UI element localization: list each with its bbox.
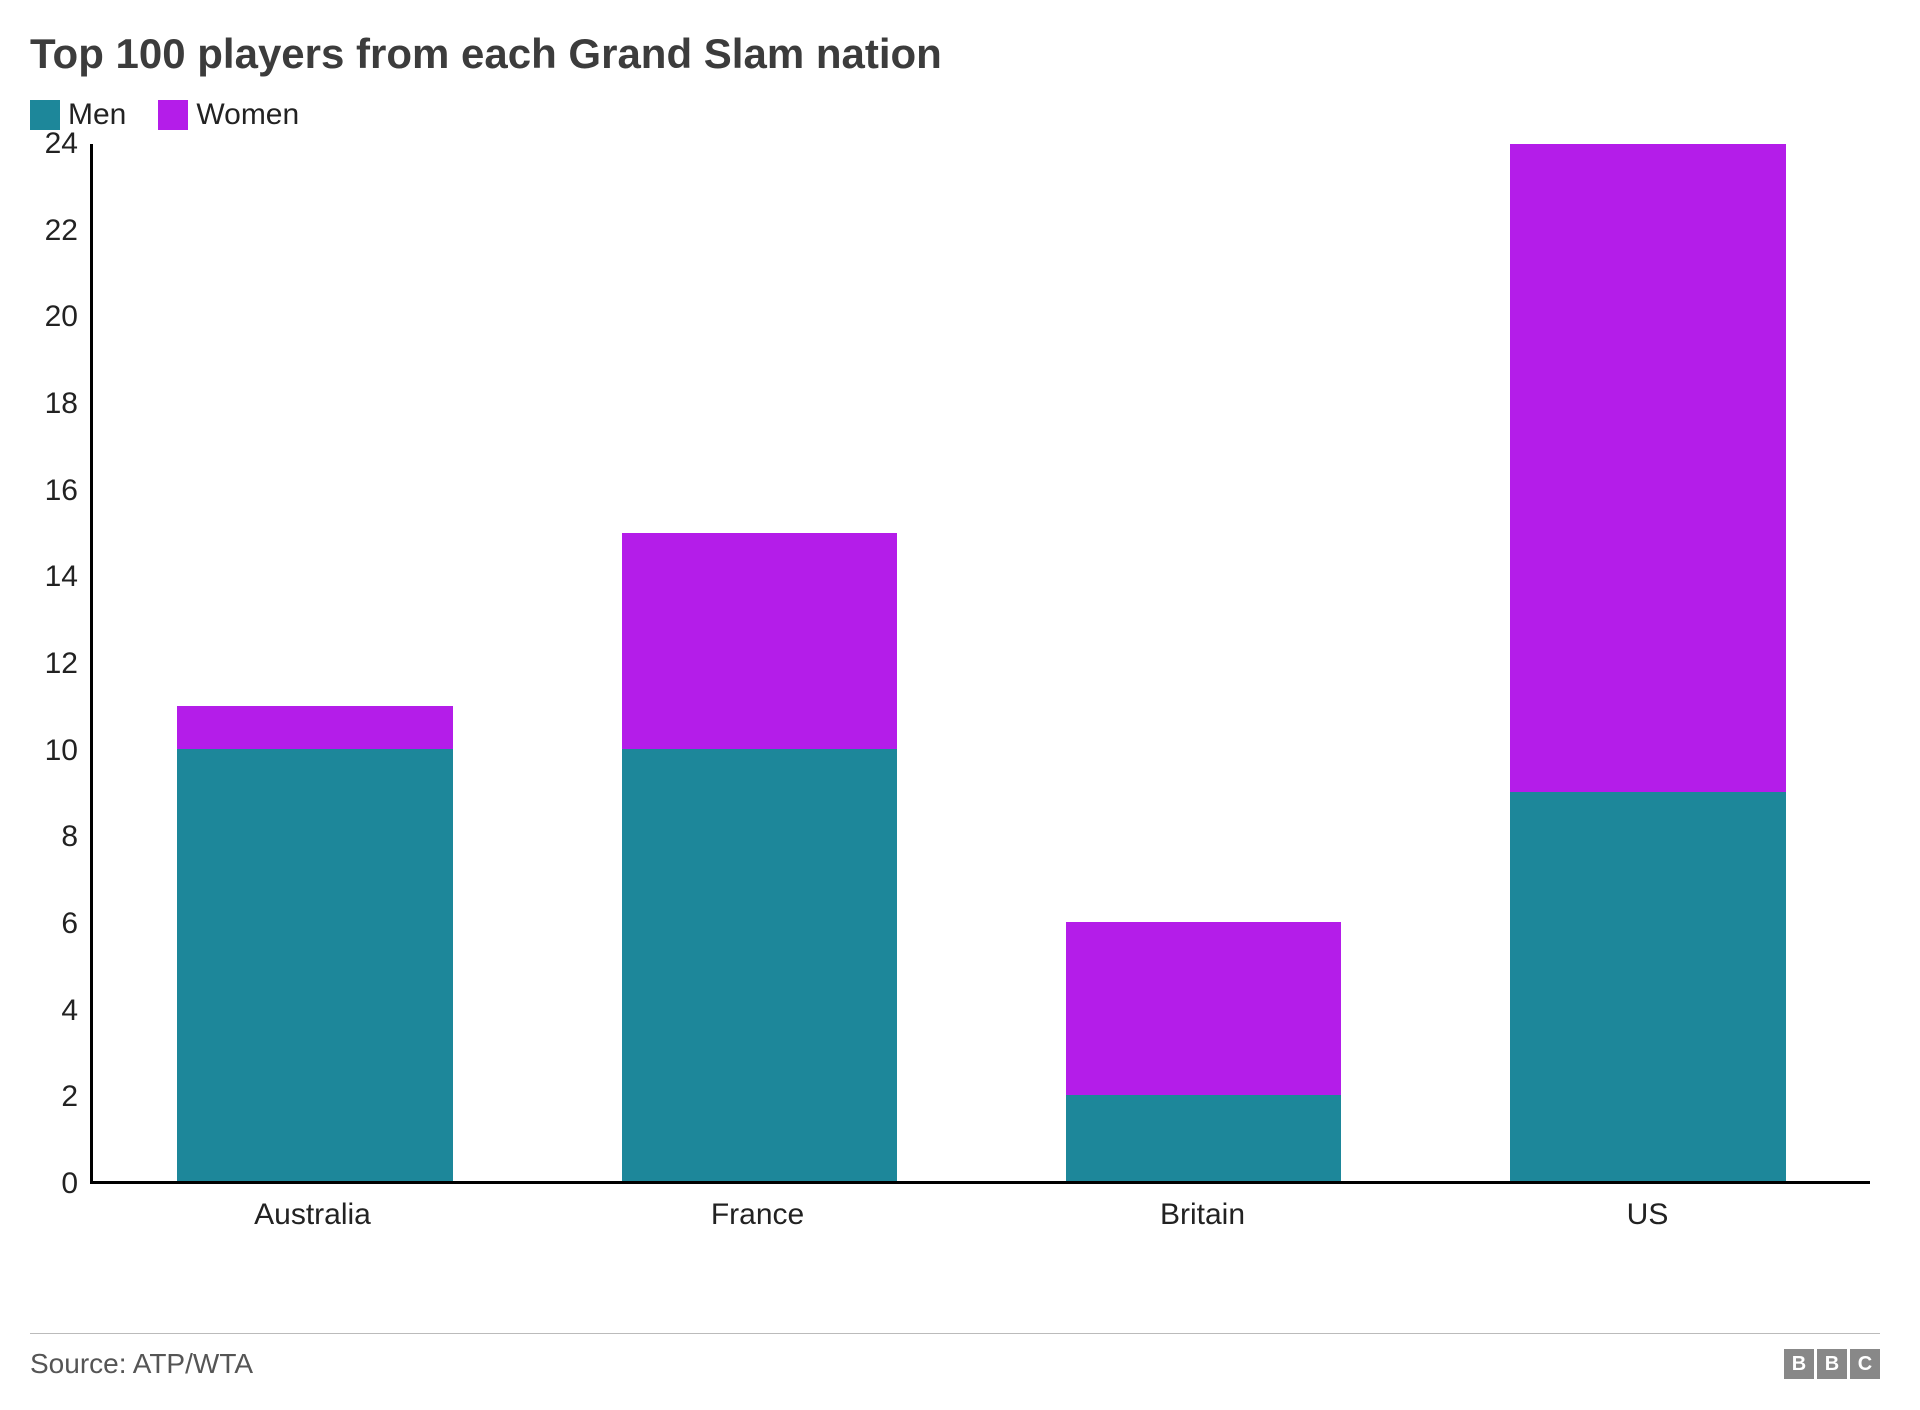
y-tick-label: 24 (45, 127, 78, 161)
bar-segment-men (622, 749, 897, 1181)
legend-swatch-women (158, 100, 188, 130)
y-tick-label: 12 (45, 647, 78, 681)
x-tick-label: Australia (254, 1198, 371, 1232)
footer: Source: ATP/WTA B B C (30, 1333, 1880, 1380)
bar-segment-women (1066, 922, 1341, 1095)
y-tick-label: 8 (61, 820, 78, 854)
y-tick-label: 0 (61, 1167, 78, 1201)
legend-label-women: Women (196, 98, 299, 132)
bar-group (622, 533, 897, 1181)
y-axis: 024681012141618202224 (30, 144, 90, 1184)
bar-segment-women (1510, 144, 1785, 792)
x-axis: Australia France Britain US (90, 1184, 1870, 1244)
bbc-logo-block: C (1850, 1349, 1880, 1379)
bar-segment-men (1510, 792, 1785, 1181)
bar-group (177, 706, 452, 1181)
x-tick-label: Britain (1160, 1198, 1245, 1232)
bar-group (1510, 144, 1785, 1181)
y-tick-label: 10 (45, 734, 78, 768)
legend-swatch-men (30, 100, 60, 130)
legend-item-women: Women (158, 98, 299, 132)
bars-container (93, 144, 1870, 1181)
bar-segment-women (622, 533, 897, 749)
y-tick-label: 2 (61, 1080, 78, 1114)
chart-title: Top 100 players from each Grand Slam nat… (30, 30, 1880, 78)
bbc-logo: B B C (1784, 1349, 1880, 1379)
x-tick-label: France (711, 1198, 804, 1232)
y-tick-label: 22 (45, 214, 78, 248)
bar-group (1066, 922, 1341, 1181)
chart-area: 024681012141618202224 AustraliaFranceBri… (30, 144, 1870, 1244)
bbc-logo-block: B (1784, 1349, 1814, 1379)
y-tick-label: 14 (45, 560, 78, 594)
y-tick-label: 4 (61, 994, 78, 1028)
source-text: Source: ATP/WTA (30, 1348, 253, 1380)
plot-area (90, 144, 1870, 1184)
bar-segment-men (177, 749, 452, 1181)
x-tick-label: US (1627, 1198, 1669, 1232)
legend: Men Women (30, 98, 1880, 132)
y-tick-label: 18 (45, 387, 78, 421)
bar-segment-women (177, 706, 452, 749)
y-tick-label: 20 (45, 300, 78, 334)
y-tick-label: 16 (45, 474, 78, 508)
bbc-logo-block: B (1817, 1349, 1847, 1379)
bar-segment-men (1066, 1095, 1341, 1181)
y-tick-label: 6 (61, 907, 78, 941)
